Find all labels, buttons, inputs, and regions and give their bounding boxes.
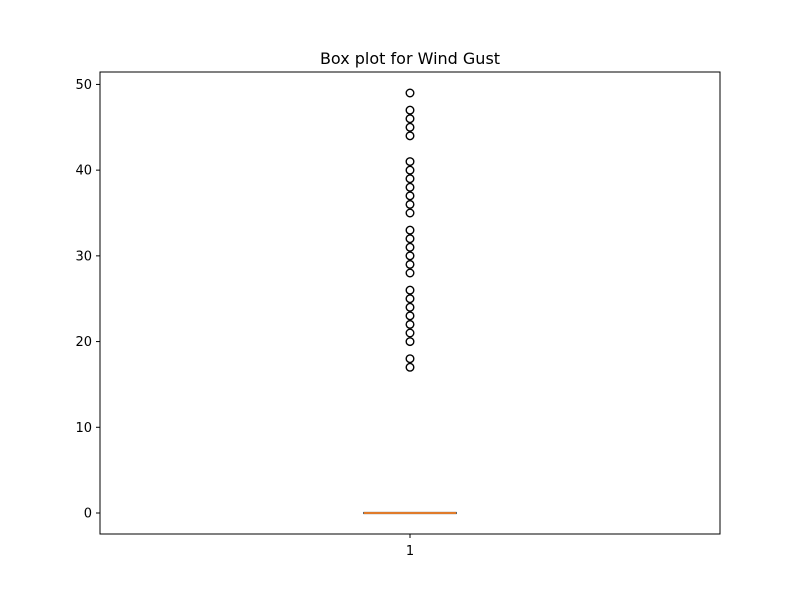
outlier-point [405, 294, 415, 304]
plot-area [363, 88, 457, 515]
outlier-point [405, 174, 415, 184]
outlier-point [405, 242, 415, 252]
y-tick-label: 10 [75, 421, 92, 436]
y-tick-label: 50 [75, 78, 92, 93]
axes: 0 10 20 30 40 50 1 [75, 71, 721, 559]
x-tick-label: 1 [406, 544, 414, 559]
y-tick-label: 20 [75, 335, 92, 350]
outlier-point [405, 259, 415, 269]
chart-title: Box plot for Wind Gust [320, 49, 500, 68]
outlier-point [405, 122, 415, 132]
outlier-point [405, 328, 415, 338]
outlier-point [405, 234, 415, 244]
outlier-point [405, 208, 415, 218]
outlier-point [405, 268, 415, 278]
y-tick-label: 40 [75, 164, 92, 179]
outlier-point [405, 182, 415, 192]
y-tick-label: 0 [84, 507, 92, 522]
outlier-point [405, 191, 415, 201]
outlier-point [405, 157, 415, 167]
outlier-point [405, 114, 415, 124]
outlier-point [405, 225, 415, 235]
outlier-point [405, 362, 415, 372]
outlier-point [405, 199, 415, 209]
outlier-point [405, 319, 415, 329]
outlier-point [405, 285, 415, 295]
y-tick-label: 30 [75, 249, 92, 264]
outlier-point [405, 251, 415, 261]
outlier-point [405, 165, 415, 175]
outlier-point [405, 131, 415, 141]
outlier-point [405, 354, 415, 364]
outlier-point [405, 311, 415, 321]
outlier-point [405, 302, 415, 312]
outlier-point [405, 105, 415, 115]
outlier-point [405, 88, 415, 98]
outlier-point [405, 337, 415, 347]
